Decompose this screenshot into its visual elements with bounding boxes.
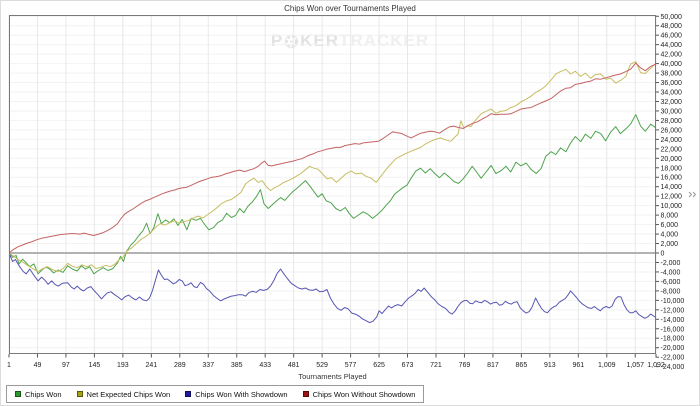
y-axis-tick-label: 42,000	[661, 52, 683, 59]
x-axis-tick-label: 385	[231, 362, 243, 369]
y-axis-tick-label: 0	[661, 251, 665, 258]
y-axis-tick-label: 38,000	[661, 71, 683, 78]
x-axis-tick-label: 145	[89, 362, 101, 369]
x-axis-tick-label: 865	[516, 362, 528, 369]
y-axis-tick-label: -6,000	[661, 279, 681, 286]
y-axis-tick-label: 4,000	[661, 232, 679, 239]
x-axis-tick-label: 289	[174, 362, 186, 369]
series-lines	[9, 61, 656, 324]
legend-swatch	[15, 391, 21, 397]
y-axis-tick-label: 46,000	[661, 33, 683, 40]
x-axis-tick-label: 1,092	[647, 362, 665, 369]
x-axis-tick-label: 241	[145, 362, 157, 369]
x-axis-tick-label: 625	[373, 362, 385, 369]
legend-item-chips-won-with-showdown[interactable]: Chips Won With Showdown	[185, 389, 288, 399]
x-axis-tick-label: 97	[62, 362, 70, 369]
legend-swatch	[76, 391, 83, 397]
x-axis-tick-label: 721	[430, 362, 442, 369]
legend-label: Chips Won With Showdown	[195, 389, 288, 399]
chart-title: Chips Won over Tournaments Played	[284, 4, 416, 13]
legend-swatch	[302, 391, 309, 397]
y-axis-tick-label: 48,000	[661, 23, 683, 30]
x-axis-tick-label: 1,009	[598, 362, 616, 369]
x-axis-tick-label: 673	[402, 362, 414, 369]
x-axis: 1 49 97 145 193 241 289 337 385 433 481 529 577 625 67…	[7, 354, 665, 369]
y-axis-tick-label: -14,000	[661, 317, 685, 324]
series-line-chips-won-without-showdown	[9, 62, 656, 254]
x-axis-tick-label: 817	[487, 362, 499, 369]
y-axis-tick-label: 12,000	[661, 194, 683, 201]
plot-border	[9, 15, 656, 354]
y-axis-tick-label: 44,000	[661, 42, 683, 49]
y-axis-tick-label: 8,000	[661, 213, 679, 220]
pan-handle-icon[interactable]	[688, 185, 697, 203]
series-line-chips-won-with-showdown	[9, 252, 656, 324]
series-line-net-expected-chips-won	[9, 61, 656, 272]
x-axis-tick-label: 577	[345, 362, 357, 369]
y-axis-tick-label: -18,000	[661, 336, 685, 343]
x-axis-tick-label: 481	[288, 362, 300, 369]
y-axis-tick-label: 10,000	[661, 203, 683, 210]
x-axis-tick-label: 529	[316, 362, 328, 369]
y-axis-tick-label: 26,000	[661, 127, 683, 134]
x-axis-title: Tournaments Played	[298, 372, 367, 381]
legend-label: Chips Won Without Showdown	[312, 389, 416, 399]
y-axis-tick-label: 16,000	[661, 175, 683, 182]
x-axis-tick-label: 961	[572, 362, 584, 369]
x-axis-tick-label: 913	[544, 362, 556, 369]
y-axis-tick-label: 28,000	[661, 118, 683, 125]
y-axis-tick-label: 24,000	[661, 137, 683, 144]
legend-item-chips-won[interactable]: Chips Won	[15, 390, 62, 399]
y-axis-tick-label: -12,000	[661, 307, 685, 314]
y-axis-tick-label: 34,000	[661, 90, 683, 97]
y-axis-tick-label: 32,000	[661, 99, 683, 106]
x-axis-tick-label: 769	[459, 362, 471, 369]
y-axis-tick-label: 6,000	[661, 222, 679, 229]
y-axis-tick-label: -16,000	[661, 326, 685, 333]
legend-label: Net Expected Chips Won	[86, 389, 171, 399]
y-axis-tick-label: -22,000	[661, 355, 685, 362]
x-axis-tick-label: 337	[202, 362, 214, 369]
y-axis-tick-label: -20,000	[661, 345, 685, 352]
y-axis-tick-label: 50,000	[661, 14, 683, 21]
legend-label: Chips Won	[25, 389, 62, 399]
y-axis-tick-label: 2,000	[661, 241, 679, 248]
series-line-chips-won	[9, 114, 656, 275]
x-axis-tick-label: 1,057	[626, 362, 644, 369]
y-axis: 50,000 48,000 46,000 44,000 42,000 40,000 38,0…	[656, 14, 684, 371]
y-axis-tick-label: -4,000	[661, 269, 681, 276]
y-axis-tick-label: -10,000	[661, 298, 685, 305]
y-axis-tick-label: -2,000	[661, 260, 681, 267]
legend-item-chips-won-without-showdown[interactable]: Chips Won Without Showdown	[302, 389, 416, 399]
y-axis-tick-label: -8,000	[661, 288, 681, 295]
y-axis-tick-label: 36,000	[661, 80, 683, 87]
x-axis-tick-label: 433	[259, 362, 271, 369]
x-axis-tick-label: 1	[7, 362, 11, 369]
y-axis-tick-label: -24,000	[661, 364, 685, 371]
y-axis-tick-label: 18,000	[661, 165, 683, 172]
x-axis-tick-label: 193	[117, 362, 129, 369]
y-axis-tick-label: 30,000	[661, 108, 683, 115]
legend-item-net-expected-chips-won[interactable]: Net Expected Chips Won	[76, 389, 171, 399]
legend: Chips Won Net Expected Chips Won Chips Won…	[6, 385, 425, 403]
y-axis-tick-label: 22,000	[661, 146, 683, 153]
y-axis-tick-label: 40,000	[661, 61, 683, 68]
x-axis-tick-label: 49	[34, 362, 42, 369]
vertical-gridlines	[8, 15, 657, 354]
y-axis-tick-label: 20,000	[661, 156, 683, 163]
legend-swatch	[185, 391, 192, 397]
y-axis-tick-label: 14,000	[661, 184, 683, 191]
horizontal-gridlines	[9, 15, 656, 349]
